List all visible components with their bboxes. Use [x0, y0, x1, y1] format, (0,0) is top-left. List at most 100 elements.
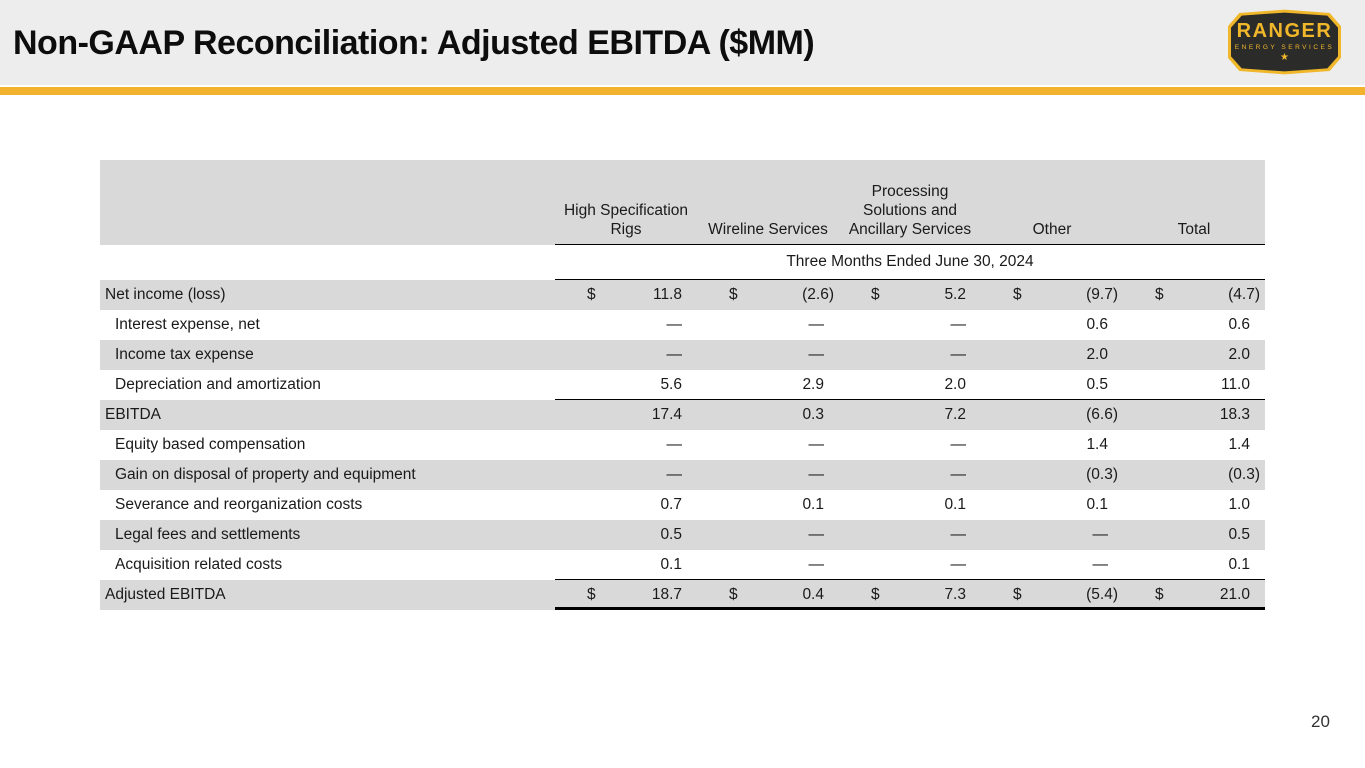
value-cell: — — [697, 550, 839, 579]
value-cell: 0.1 — [555, 550, 697, 579]
cell-value: 2.0 — [1228, 346, 1250, 363]
value-cell: — — [555, 340, 697, 370]
dollar-sign: $ — [1155, 586, 1164, 603]
cell-value: — — [950, 466, 967, 483]
table-row: Legal fees and settlements 0.5 — — — 0.5 — [100, 520, 1265, 550]
star-icon: ★ — [1280, 52, 1289, 63]
cell-value: 0.6 — [1228, 316, 1250, 333]
row-label: Severance and reorganization costs — [115, 496, 363, 513]
cell-value: — — [950, 526, 967, 543]
table-row: Interest expense, net — — — 0.6 0.6 — [100, 310, 1265, 340]
value-cell: — — [697, 460, 839, 490]
cell-value: — — [1092, 556, 1109, 573]
cell-value: 17.4 — [651, 406, 682, 423]
table-row: EBITDA 17.4 0.3 7.2 (6.6) 18.3 — [100, 400, 1265, 430]
value-cell: 5.6 — [555, 370, 697, 399]
cell-value: 0.6 — [1086, 316, 1108, 333]
cell-value: (2.6) — [802, 286, 834, 303]
cell-value: — — [808, 526, 825, 543]
cell-value: — — [950, 316, 967, 333]
value-cell: 2.0 — [1123, 340, 1265, 370]
value-cell: $ (5.4) — [981, 580, 1123, 607]
value-cell: — — [697, 430, 839, 460]
value-cell: — — [555, 310, 697, 340]
value-cell: (0.3) — [1123, 460, 1265, 490]
value-cell: $11.8 — [555, 280, 697, 310]
cell-value: — — [808, 316, 825, 333]
cell-value: — — [808, 556, 825, 573]
period-row: Three Months Ended June 30, 2024 — [100, 245, 1265, 280]
cell-value: 18.3 — [1219, 406, 1250, 423]
dollar-sign: $ — [729, 286, 738, 303]
table-row: Depreciation and amortization 5.6 2.9 2.0 0.… — [100, 370, 1265, 400]
column-header: Other — [1032, 221, 1072, 238]
header-label-spacer — [100, 160, 555, 245]
cell-value: 0.5 — [660, 526, 682, 543]
value-cell: — — [981, 550, 1123, 579]
value-cell: 1.4 — [981, 430, 1123, 460]
cell-value: — — [666, 346, 683, 363]
cell-value: 2.0 — [944, 376, 966, 393]
value-cell: (6.6) — [981, 400, 1123, 430]
value-cell: $18.7 — [555, 580, 697, 607]
value-cell: (0.3) — [981, 460, 1123, 490]
cell-value: 5.2 — [944, 286, 966, 303]
value-cell: — — [839, 340, 981, 370]
value-cell: $7.3 — [839, 580, 981, 607]
row-label: Adjusted EBITDA — [105, 586, 226, 603]
value-cell: 1.0 — [1123, 490, 1265, 520]
cell-value: — — [808, 436, 825, 453]
row-values: 0.7 0.1 0.1 0.1 1.0 — [555, 490, 1265, 520]
table-row: Severance and reorganization costs 0.7 0.1… — [100, 490, 1265, 520]
value-cell: 0.5 — [555, 520, 697, 550]
dollar-sign: $ — [871, 586, 880, 603]
cell-value: (9.7) — [1086, 286, 1118, 303]
value-cell: 0.7 — [555, 490, 697, 520]
row-label: Acquisition related costs — [115, 556, 283, 573]
dollar-sign: $ — [729, 586, 738, 603]
value-cell: — — [697, 520, 839, 550]
row-label: EBITDA — [105, 406, 161, 423]
value-cell: 1.4 — [1123, 430, 1265, 460]
value-cell: — — [839, 520, 981, 550]
column-header: High Specification Rigs — [563, 202, 689, 238]
value-cell: 2.0 — [839, 370, 981, 399]
value-cell: 17.4 — [555, 400, 697, 430]
cell-value: (4.7) — [1228, 286, 1260, 303]
row-values: — — — 2.0 2.0 — [555, 340, 1265, 370]
table-row: Acquisition related costs 0.1 — — — 0.1 — [100, 550, 1265, 580]
cell-value: 1.4 — [1086, 436, 1108, 453]
dollar-sign: $ — [587, 586, 596, 603]
cell-value: (0.3) — [1228, 466, 1260, 483]
value-cell: 0.3 — [697, 400, 839, 430]
cell-value: 7.2 — [944, 406, 966, 423]
dollar-sign: $ — [1013, 586, 1022, 603]
cell-value: (0.3) — [1086, 466, 1118, 483]
cell-value: 18.7 — [651, 586, 682, 603]
table-row: Gain on disposal of property and equipme… — [100, 460, 1265, 490]
cell-value: 0.1 — [944, 496, 966, 513]
cell-value: 11.8 — [652, 286, 682, 303]
column-header: Processing Solutions and Ancillary Servi… — [848, 183, 972, 238]
cell-value: — — [950, 346, 967, 363]
dollar-sign: $ — [871, 286, 880, 303]
value-cell: 0.5 — [1123, 520, 1265, 550]
cell-value: 5.6 — [660, 376, 682, 393]
cell-value: 2.0 — [1086, 346, 1108, 363]
value-cell: $ (2.6) — [697, 280, 839, 310]
row-values: — — — 0.6 0.6 — [555, 310, 1265, 340]
cell-value: — — [808, 466, 825, 483]
row-label: Equity based compensation — [115, 436, 306, 453]
dollar-sign: $ — [587, 286, 596, 303]
row-label: Net income (loss) — [105, 286, 226, 303]
value-cell: — — [555, 460, 697, 490]
cell-value: 0.5 — [1228, 526, 1250, 543]
value-cell: $ (9.7) — [981, 280, 1123, 310]
row-label: Legal fees and settlements — [115, 526, 301, 543]
value-cell: 0.5 — [981, 370, 1123, 399]
row-values: 0.5 — — — 0.5 — [555, 520, 1265, 550]
cell-value: — — [950, 556, 967, 573]
cell-value: — — [950, 436, 967, 453]
row-values: — — — (0.3) (0.3) — [555, 460, 1265, 490]
table-header-row: High Specification Rigs Wireline Services… — [100, 160, 1265, 245]
